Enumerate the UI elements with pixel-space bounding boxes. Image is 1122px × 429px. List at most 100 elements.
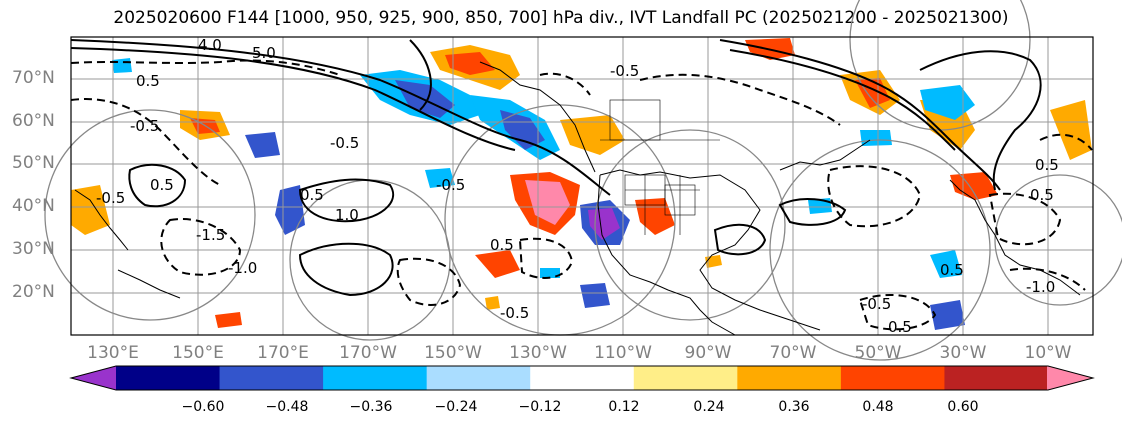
shade-positive [215,312,242,328]
colorbar-segment [323,366,428,390]
colorbar-segment [219,366,324,390]
contour-solid [128,163,187,208]
contour-solid [729,49,956,151]
contour-dashed [1039,133,1093,151]
shade-negative [860,130,892,146]
shade-negative [540,268,560,278]
shade-negative [425,168,455,188]
contour-label: 5.0 [252,44,276,62]
colorbar-tick-label: −0.60 [181,399,225,415]
shade-negative [920,85,975,120]
colorbar-extend-min [71,366,117,390]
colorbar-tick-label: 0.48 [862,399,894,415]
colorbar-tick-label: 0.36 [778,399,810,415]
contour-label: -0.5 [436,176,465,194]
shade-negative [245,132,280,158]
colorbar-tick-label: 0.24 [693,399,725,415]
contour-solid [70,39,611,196]
lon-label: 110°W [594,343,652,363]
contour-dashed [858,294,937,331]
contour-label: -1.0 [228,259,257,277]
shade-positive [445,52,495,75]
lon-label: 70°W [769,343,817,363]
contour-label: 0.5 [888,318,912,336]
contour-dashed [827,165,922,228]
contour-label: 0.5 [1030,186,1054,204]
contour-solid [919,50,1042,191]
plot-frame [70,36,1094,336]
contour-label: -0.5 [610,62,639,80]
contour-labels: 0.5 -0.5 -0.5 0.5 -1.0 -1.5 1.0 0.5 -0.5… [96,36,1059,336]
contour-label: -0.5 [96,189,125,207]
contour-label: 0.5 [1035,156,1059,174]
contour-label: -0.5 [500,304,529,322]
colorbar-segment [840,366,945,390]
colorbar-tick-label: −0.36 [349,399,393,415]
contour-dashed [1009,267,1086,291]
contour-dashed [160,218,242,276]
colorbar-segment [633,366,738,390]
contour-dashed [539,72,591,96]
contour-dashed [70,59,341,76]
lon-label: 130°E [87,343,139,363]
contour-dashed [518,237,574,279]
colorbar-segment [530,366,635,390]
colorbar-segment [116,366,221,390]
contour-dashed [70,98,221,186]
colorbar-tick-label: −0.12 [518,399,562,415]
contour-label: 0.5 [490,236,514,254]
shade-positive [485,296,500,310]
contour-label: -0.5 [130,117,159,135]
contour-label: 0.5 [940,261,964,279]
colorbar-outline [69,365,1095,391]
contour-label: -1.0 [1026,278,1055,296]
contour-solid [713,223,767,256]
lon-label: 170°E [257,343,309,363]
lat-label-40n: 40°N [12,196,55,216]
colorbar-segment [944,366,1049,390]
shade-positive [525,180,570,225]
shade-positive [71,185,110,235]
lat-label-70n: 70°N [12,68,55,88]
contour-label: 0.5 [300,186,324,204]
contours [70,39,1042,297]
political-borders [600,99,720,235]
colorbar-segment [426,366,531,390]
lat-label-60n: 60°N [12,111,55,131]
colorbar-extend-max [1047,366,1093,390]
coastlines [74,61,1081,336]
contour-solid [70,47,516,151]
lon-label: 150°E [172,343,224,363]
contour-solid [409,39,432,111]
shade-positive [475,250,520,278]
shade-positive [560,115,625,155]
shade-positive [1050,100,1092,160]
colorbar-tick-label: −0.48 [265,399,309,415]
shade-negative [500,110,545,150]
lon-label: 150°W [424,343,482,363]
lat-label-30n: 30°N [12,239,55,259]
colorbar-segment [737,366,842,390]
shade-negative [930,250,962,278]
shade-positive [950,172,998,200]
graticule [71,37,1093,335]
contour-solid [778,198,847,226]
contour-dashed [639,73,841,126]
lon-label: 90°W [684,343,732,363]
lat-label-50n: 50°N [12,153,55,173]
shade-negative [112,58,132,73]
contour-dashed [396,257,462,306]
contours-dashed [70,59,1093,331]
lon-label: 130°W [509,343,567,363]
contour-label: 0.5 [136,72,160,90]
contour-label: 1.0 [335,206,359,224]
lon-label: 170°W [339,343,397,363]
lon-label: 50°W [854,343,902,363]
contour-solid [298,178,395,223]
contour-label: 0.5 [150,176,174,194]
colorbar-tick-label: 0.60 [947,399,979,415]
colorbar [69,365,1095,391]
contour-label: 4.0 [198,36,222,54]
contour-label: -1.5 [196,226,225,244]
